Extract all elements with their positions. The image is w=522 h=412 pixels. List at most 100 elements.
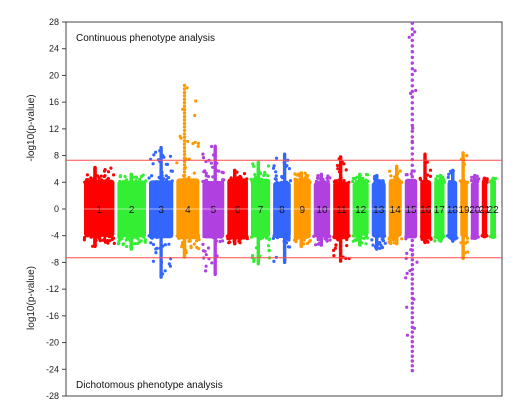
- peak-point: [410, 248, 414, 252]
- peak-point: [319, 172, 323, 176]
- peak-point: [410, 123, 414, 128]
- data-point: [418, 176, 422, 180]
- peak-point: [93, 165, 97, 170]
- data-point: [175, 234, 179, 238]
- data-point: [197, 236, 201, 240]
- chromosome-label: 2: [129, 205, 135, 216]
- data-point: [465, 154, 469, 158]
- data-point: [466, 250, 470, 254]
- data-point: [165, 162, 170, 166]
- peak-point: [182, 90, 187, 95]
- y-tick-label: 0: [54, 204, 59, 214]
- ylabel-top: -log10(p-value): [26, 94, 37, 161]
- peak-point: [410, 44, 414, 48]
- data-point: [167, 262, 171, 266]
- data-point: [83, 235, 87, 240]
- data-point: [194, 99, 198, 103]
- chromosome-11: 11: [332, 155, 351, 263]
- data-point: [82, 238, 86, 242]
- data-point: [83, 180, 87, 184]
- data-point: [237, 239, 241, 243]
- peak-point: [182, 163, 187, 167]
- chromosome-label: 4: [185, 205, 191, 216]
- data-point: [259, 180, 263, 184]
- data-point: [167, 176, 171, 180]
- peak-point: [473, 173, 477, 178]
- data-point: [380, 245, 385, 250]
- data-point: [379, 243, 383, 247]
- data-point: [458, 179, 462, 183]
- data-point: [415, 260, 419, 264]
- data-point: [442, 178, 446, 182]
- data-point: [205, 234, 209, 238]
- peak-point: [410, 174, 414, 179]
- data-point: [106, 241, 110, 245]
- peak-point: [182, 173, 187, 178]
- data-point: [274, 156, 279, 160]
- data-point: [316, 180, 320, 184]
- data-point: [392, 241, 396, 245]
- chromosome-label: 16: [420, 205, 432, 216]
- data-point: [196, 141, 201, 145]
- data-point: [293, 172, 297, 176]
- data-point: [352, 234, 356, 238]
- data-point: [89, 176, 93, 180]
- peak-point: [182, 111, 187, 115]
- peak-point: [410, 50, 414, 54]
- peak-point: [410, 277, 414, 281]
- peak-point: [410, 272, 414, 276]
- peak-point: [410, 335, 414, 339]
- peak-point: [410, 157, 414, 162]
- data-point: [187, 175, 191, 180]
- chromosome-6: 6: [225, 168, 249, 246]
- peak-point: [410, 301, 414, 305]
- data-point: [426, 240, 430, 244]
- data-point: [267, 179, 271, 183]
- chromosome-band: [273, 181, 291, 238]
- peak-point: [410, 163, 414, 167]
- chromosome-label: 15: [405, 205, 417, 216]
- data-point: [404, 173, 408, 177]
- y-tick-label: -24: [46, 364, 59, 374]
- peak-point: [182, 104, 187, 108]
- y-tick-label: 12: [49, 124, 59, 134]
- data-point: [242, 235, 246, 239]
- data-point: [162, 155, 166, 159]
- peak-point: [410, 169, 414, 173]
- data-point: [201, 242, 205, 246]
- data-point: [413, 235, 417, 239]
- data-point: [407, 35, 411, 39]
- data-point: [103, 234, 107, 238]
- data-point: [125, 244, 129, 249]
- data-point: [455, 236, 459, 240]
- data-point: [470, 175, 474, 179]
- peak-point: [410, 118, 414, 122]
- data-point: [249, 177, 253, 181]
- data-point: [262, 173, 266, 178]
- peak-point: [358, 172, 362, 176]
- data-point: [107, 235, 111, 239]
- data-point: [259, 235, 263, 240]
- peak-point: [410, 152, 414, 156]
- data-point: [117, 234, 121, 238]
- chromosome-3: 3: [147, 145, 174, 279]
- data-point: [266, 164, 271, 168]
- data-point: [364, 242, 368, 246]
- data-point: [390, 180, 395, 184]
- data-point: [315, 176, 320, 180]
- data-point: [293, 177, 297, 181]
- peak-point: [410, 344, 414, 349]
- peak-point: [182, 118, 187, 122]
- data-point: [188, 239, 192, 243]
- peak-point: [461, 151, 465, 155]
- y-tick-label: -4: [51, 231, 59, 241]
- chromosome-band: [420, 180, 432, 240]
- data-point: [389, 174, 393, 178]
- data-point: [271, 166, 276, 170]
- data-point: [178, 134, 182, 138]
- data-point: [388, 239, 392, 243]
- chromosome-label: 17: [434, 205, 446, 216]
- data-point: [446, 175, 450, 179]
- data-point: [239, 176, 243, 180]
- peak-point: [410, 282, 414, 286]
